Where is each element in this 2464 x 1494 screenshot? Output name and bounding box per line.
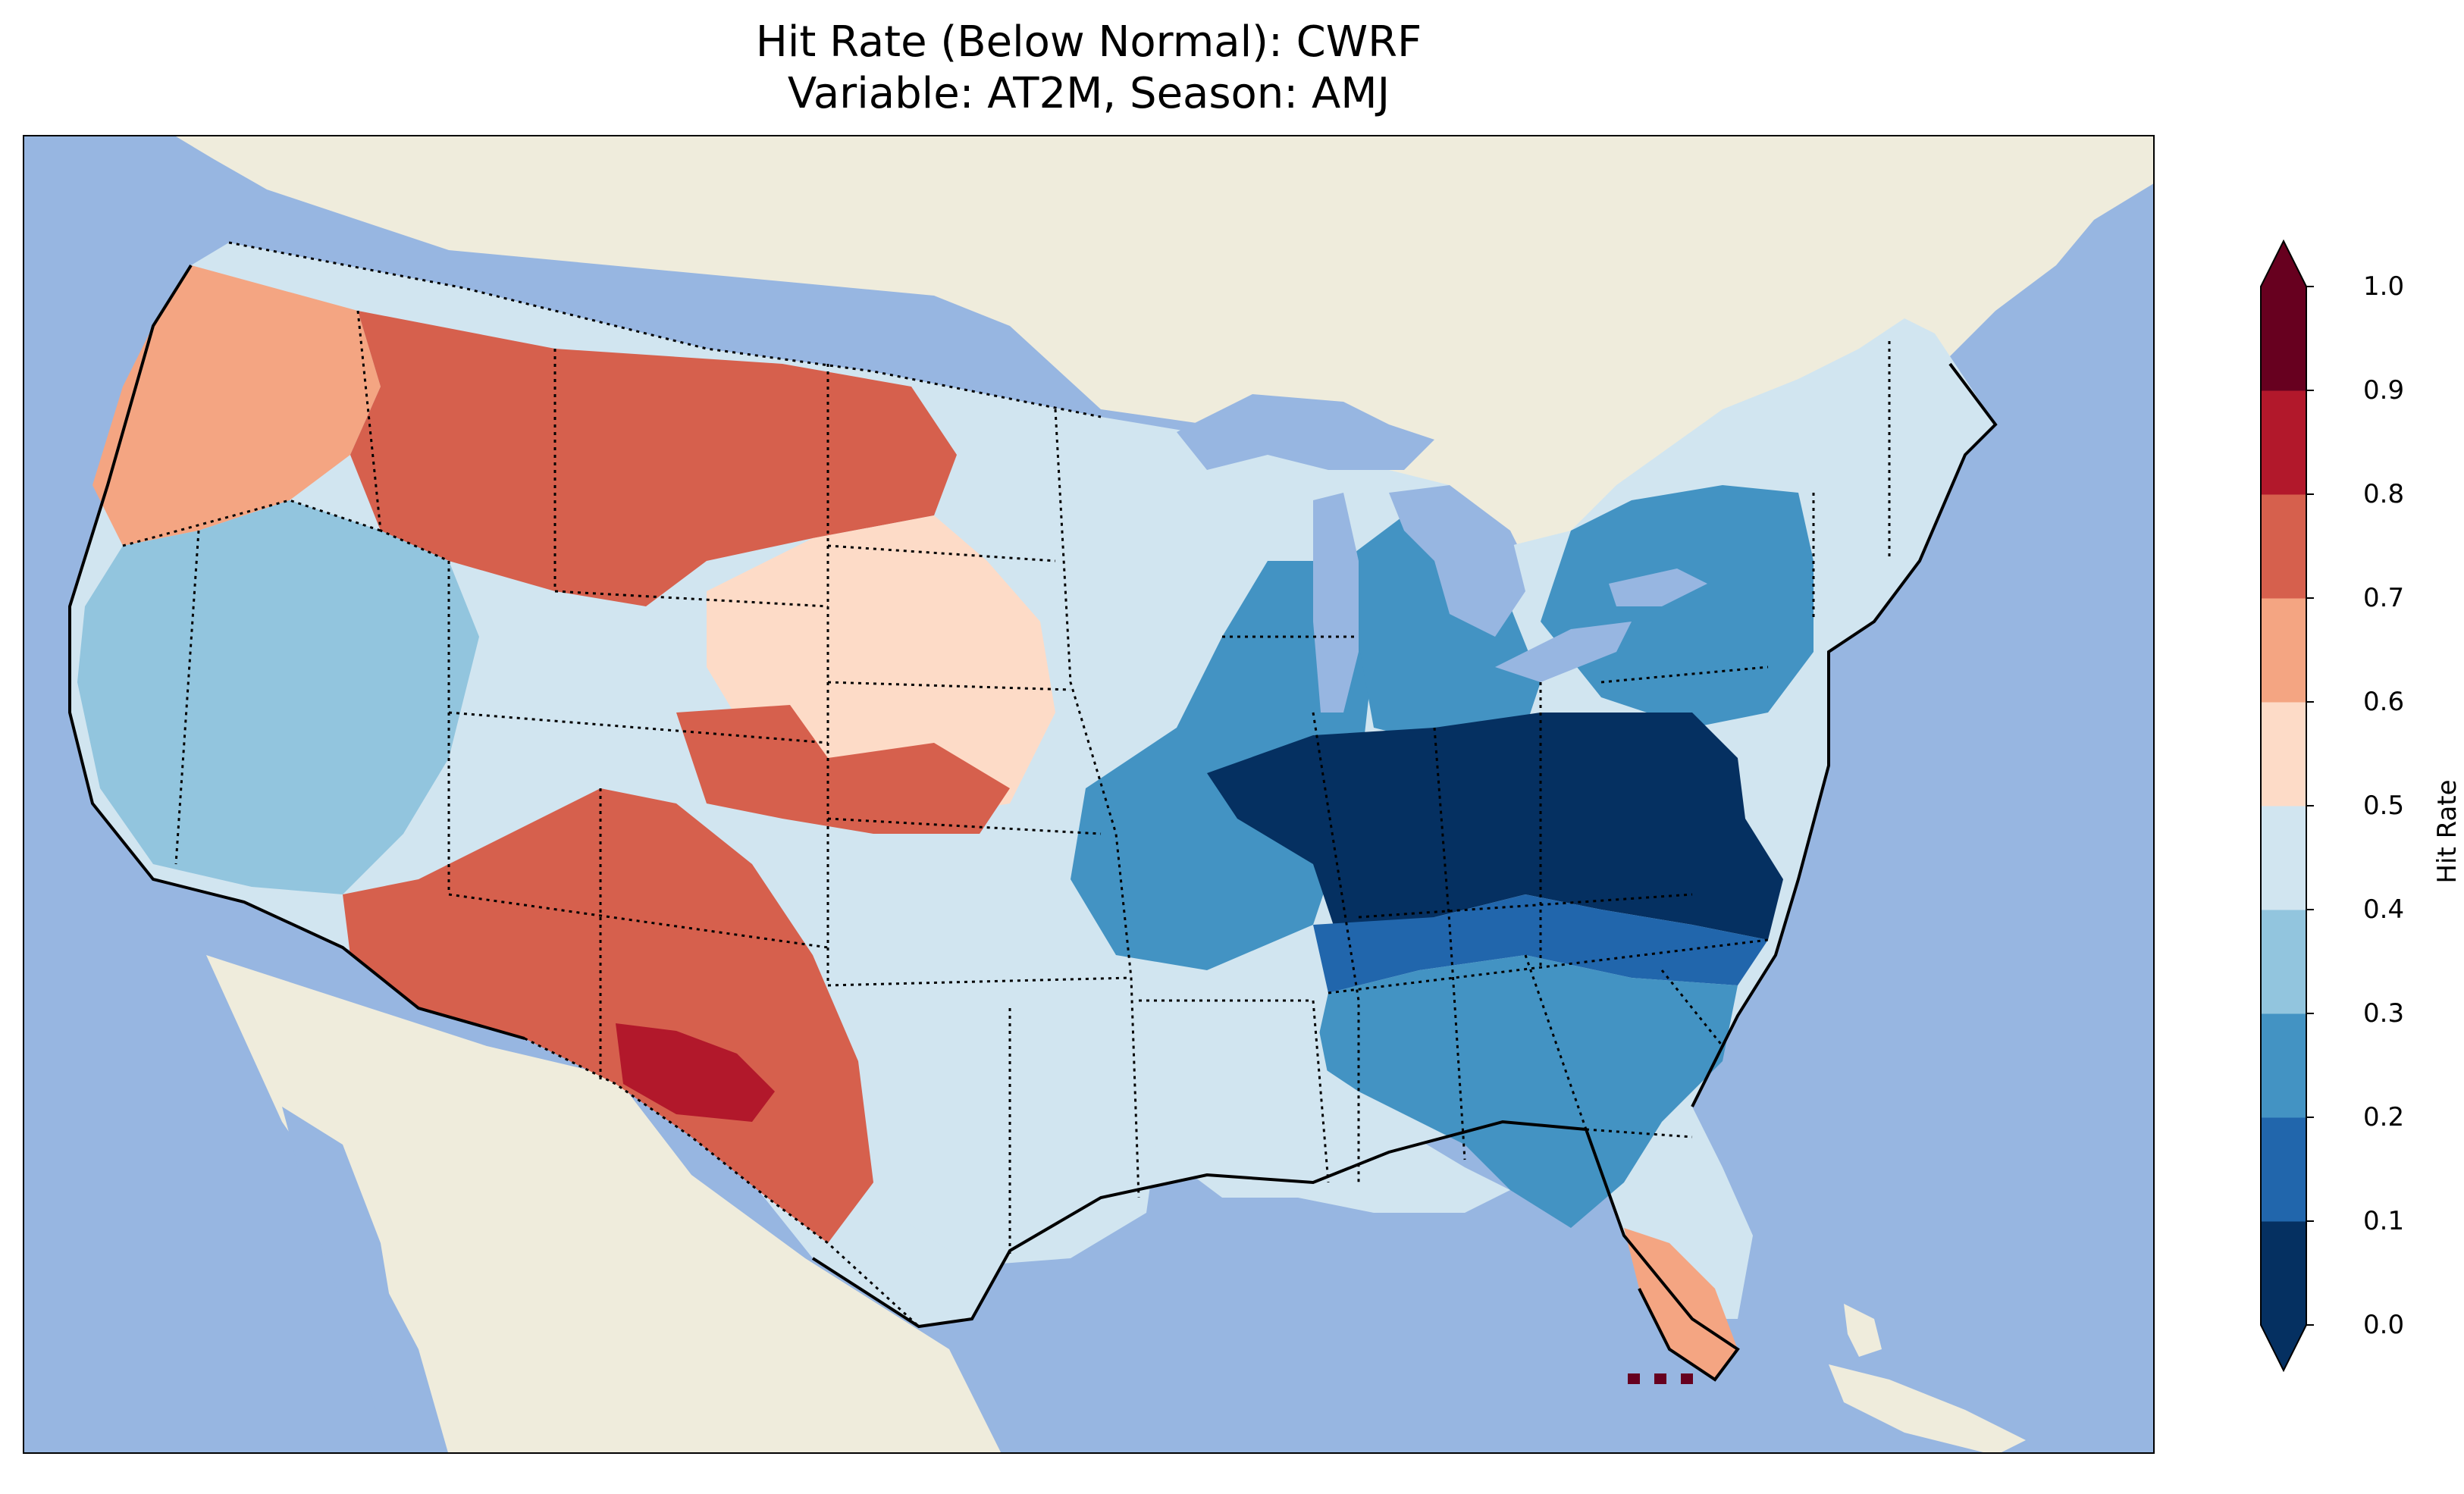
border-fl-ga	[1585, 1128, 1693, 1139]
border-ks-ok	[827, 976, 1132, 987]
colorbar-tick-label-1: 0.1	[2363, 1206, 2405, 1236]
border-ga-al	[1524, 954, 1588, 1130]
colorbar-tick-label-2: 0.2	[2363, 1102, 2405, 1132]
border-arkansas	[1139, 999, 1330, 1183]
border-in-oh-al	[1433, 727, 1466, 1160]
colorbar-bin-1	[2261, 1117, 2306, 1222]
region-california-great-basin	[77, 500, 479, 894]
colorbar-extend-max	[2261, 241, 2306, 287]
border-four-corners	[448, 893, 829, 949]
colorbar-tick-label-3: 0.3	[2363, 998, 2405, 1029]
us-canada-border	[228, 241, 1102, 418]
colorbar-tick-label-8: 0.8	[2363, 479, 2405, 509]
state-borders	[122, 241, 1891, 1328]
region-southeast	[1313, 955, 1738, 1228]
colorbar-tick-label-9: 0.9	[2363, 375, 2405, 406]
colorbar-tick-label-10: 1.0	[2363, 271, 2405, 302]
colorbar-bin-7	[2261, 494, 2306, 599]
border-idaho-west	[356, 310, 450, 562]
region-northern-rockies	[350, 311, 957, 606]
colorbar-bin-5	[2261, 702, 2306, 807]
colorbar-bin-4	[2261, 806, 2306, 910]
border-mn-ia-mo	[1054, 409, 1140, 1198]
title-line-2: Variable: AT2M, Season: AMJ	[787, 69, 1390, 118]
great-lakes-water	[1177, 394, 1707, 713]
bahamas-island	[1844, 1304, 1882, 1357]
lake-michigan	[1313, 493, 1359, 713]
colorbar-tick-label-6: 0.6	[2363, 687, 2405, 717]
colorbar-bin-3	[2261, 910, 2306, 1014]
map-panel	[23, 135, 2155, 1454]
region-florida-keys-3	[1681, 1373, 1693, 1384]
colorbar-extend-min	[2261, 1325, 2306, 1370]
us-coastline	[68, 264, 1998, 1382]
colorbar-tick-label-5: 0.5	[2363, 791, 2405, 821]
border-nevada-west	[174, 530, 200, 865]
colorbar-tick-label-4: 0.4	[2363, 894, 2405, 925]
region-ohio-valley	[1207, 713, 1783, 955]
border-dakotas	[827, 544, 1056, 562]
title-line-1: Hit Rate (Below Normal): CWRF	[755, 17, 1422, 67]
lake-superior	[1177, 394, 1434, 470]
colorbar-tick-label-0: 0.0	[2363, 1310, 2405, 1340]
colorbar	[2260, 239, 2314, 1373]
border-wyoming-south	[448, 711, 829, 744]
border-ky-tn	[1358, 893, 1693, 919]
colorbar-bin-6	[2261, 598, 2306, 703]
us-hit-rate-field	[70, 243, 1995, 1384]
colorbar-bin-2	[2261, 1013, 2306, 1118]
border-sc-ga	[1660, 969, 1724, 1047]
colorbar-bin-9	[2261, 287, 2306, 391]
lake-ontario	[1609, 568, 1707, 606]
region-midwest-west	[1071, 561, 1374, 970]
region-ohio-valley-edge	[1313, 894, 1768, 993]
border-oregon-south	[122, 499, 381, 547]
lake-huron	[1389, 485, 1525, 637]
lake-erie	[1495, 622, 1632, 682]
border-sd-ne	[827, 681, 1071, 691]
region-southwest	[343, 788, 873, 1243]
region-florida-keys-2	[1654, 1373, 1666, 1384]
colorbar-bin-0	[2261, 1221, 2306, 1326]
region-gulf-coast	[1161, 1001, 1510, 1213]
mexico-land	[206, 955, 1001, 1452]
border-ne-ks	[827, 817, 1102, 835]
colorbar-title: Hit Rate	[2432, 779, 2462, 884]
cuba-island	[1829, 1364, 2026, 1452]
figure-title: Hit Rate (Below Normal): CWRF Variable: …	[23, 17, 2155, 120]
gulf-of-california	[282, 1107, 403, 1425]
region-florida-keys-1	[1628, 1373, 1640, 1384]
region-northeast	[1541, 485, 1814, 728]
map-canvas	[24, 136, 2153, 1452]
border-pa-ny	[1600, 666, 1769, 684]
colorbar-svg	[2260, 239, 2314, 1373]
colorbar-bin-8	[2261, 390, 2306, 495]
border-wyoming-north	[554, 590, 829, 608]
border-tn-south	[1328, 938, 1769, 994]
region-pacific-northwest	[92, 265, 381, 546]
colorbar-tick-label-7: 0.7	[2363, 583, 2405, 613]
region-new-mexico-core	[616, 1023, 775, 1122]
region-great-lakes	[1343, 515, 1541, 743]
